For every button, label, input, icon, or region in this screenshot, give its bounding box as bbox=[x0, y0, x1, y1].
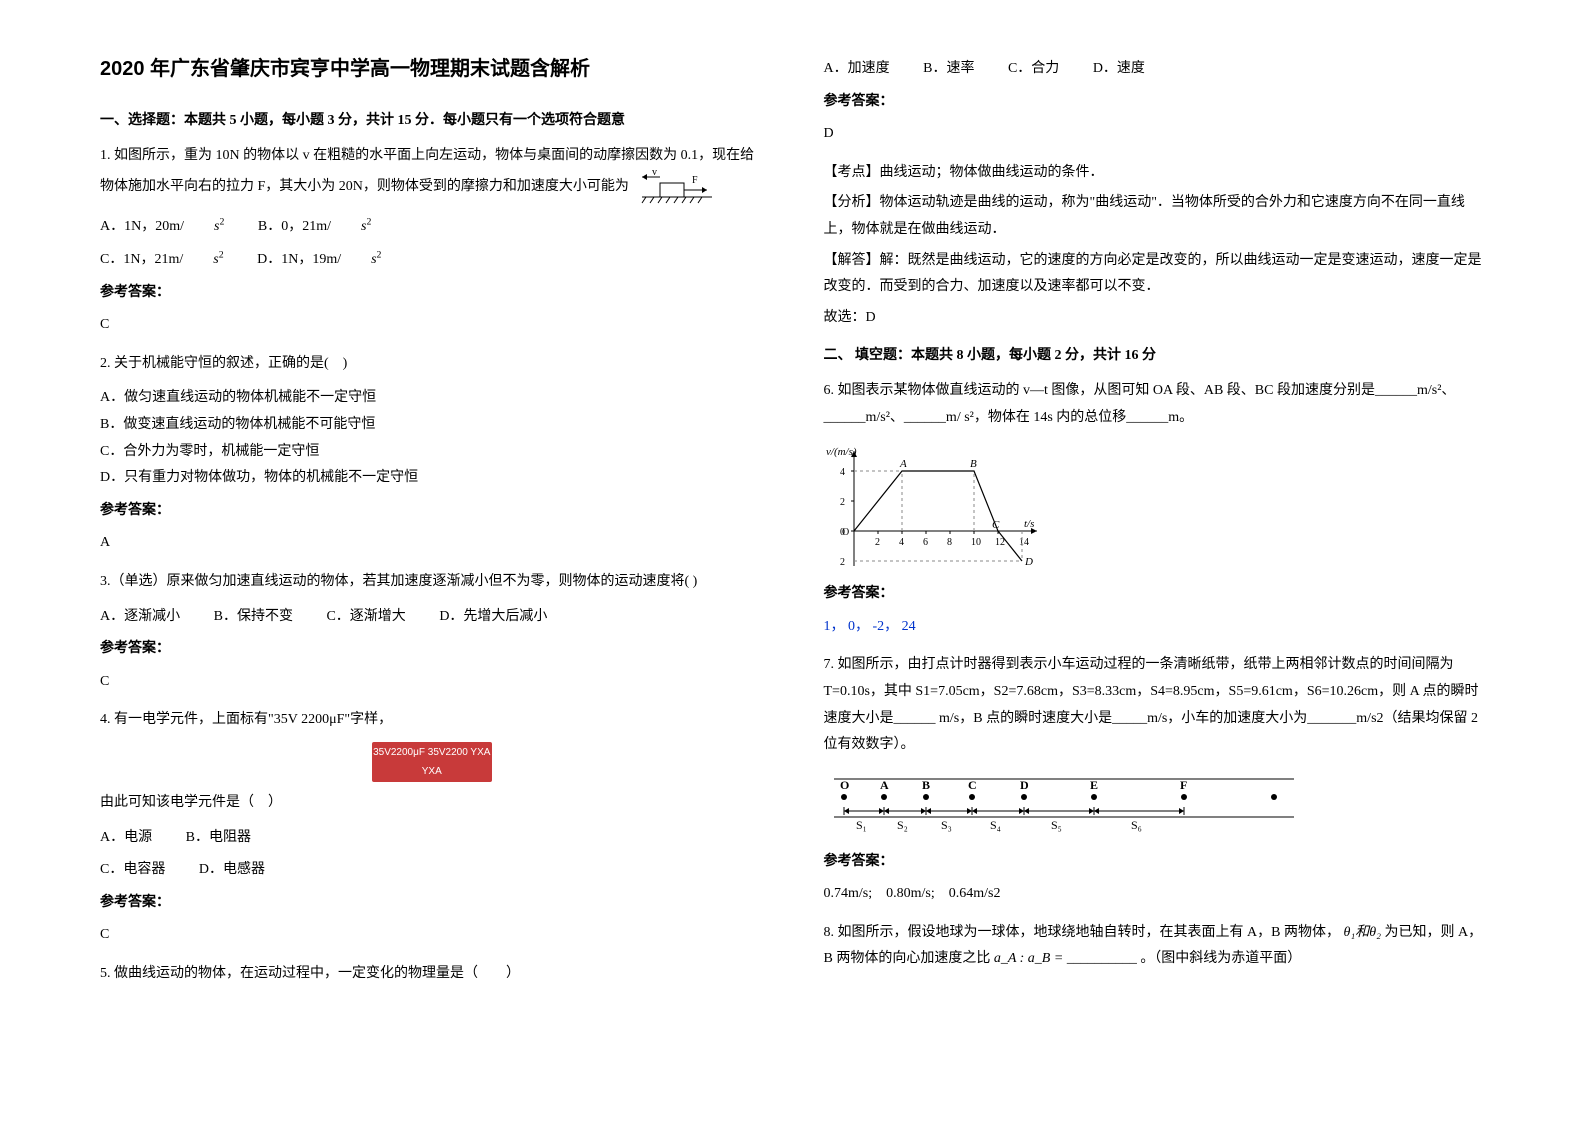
q4-ans: C bbox=[100, 922, 764, 949]
q3-options: A．逐渐减小 B．保持不变 C．逐渐增大 D．先增大后减小 bbox=[100, 604, 764, 631]
q5-optC: C．合力 bbox=[1008, 61, 1059, 76]
svg-text:2: 2 bbox=[875, 537, 880, 548]
q4-stem: 4. 有一电学元件，上面标有"35V 2200μF"字样， bbox=[100, 707, 764, 734]
q4-optD: D．电感器 bbox=[199, 862, 265, 877]
q1-ans-label: 参考答案： bbox=[100, 280, 764, 307]
q7-ans-label: 参考答案： bbox=[824, 849, 1488, 876]
q5-analysis: 【分析】物体运动轨迹是曲线的运动，称为"曲线运动"．当物体所受的合外力和它速度方… bbox=[824, 190, 1488, 243]
svg-text:A: A bbox=[899, 458, 907, 470]
q3-optD: D．先增大后减小 bbox=[439, 609, 547, 624]
svg-text:4: 4 bbox=[840, 467, 845, 478]
svg-text:D: D bbox=[1020, 778, 1029, 792]
svg-text:S₁: S₁ bbox=[856, 818, 867, 832]
section-1-head: 一、选择题：本题共 5 小题，每小题 3 分，共计 15 分．每小题只有一个选项… bbox=[100, 108, 764, 135]
q3-optC: C．逐渐增大 bbox=[326, 609, 405, 624]
q5-options: A．加速度 B．速率 C．合力 D．速度 bbox=[824, 56, 1488, 83]
svg-text:O: O bbox=[842, 527, 849, 538]
q5-point: 【考点】曲线运动；物体做曲线运动的条件． bbox=[824, 160, 1488, 187]
svg-text:S₄: S₄ bbox=[990, 818, 1001, 832]
svg-text:14: 14 bbox=[1019, 537, 1029, 548]
q6-ans: 1， 0， -2， 24 bbox=[824, 614, 1488, 641]
q1-optC: C．1N，21m/s2 bbox=[100, 252, 224, 267]
svg-text:S₅: S₅ bbox=[1051, 818, 1062, 832]
q5-ans-label: 参考答案： bbox=[824, 89, 1488, 116]
q8-stem1: 8. 如图所示，假设地球为一球体，地球绕地轴自转时，在其表面上有 A，B 两物体… bbox=[824, 925, 1340, 940]
q8-ratio: a_A : a_B = bbox=[994, 951, 1063, 966]
q5-ans: D bbox=[824, 121, 1488, 148]
exam-title: 2020 年广东省肇庆市宾亨中学高一物理期末试题含解析 bbox=[100, 50, 764, 88]
svg-text:t/s: t/s bbox=[1024, 518, 1034, 530]
q8-stem3: __________ 。（图中斜线为赤道平面） bbox=[1067, 951, 1302, 966]
q7-ans: 0.74m/s; 0.80m/s; 0.64m/s2 bbox=[824, 881, 1488, 908]
q1-optD: D．1N，19m/s2 bbox=[257, 252, 381, 267]
svg-text:F: F bbox=[692, 175, 698, 186]
svg-text:C: C bbox=[968, 778, 977, 792]
svg-text:C: C bbox=[992, 519, 1000, 531]
q2-optA: A．做匀速直线运动的物体机械能不一定守恒 bbox=[100, 385, 764, 412]
q5-answer-explain: 【解答】解：既然是曲线运动，它的速度的方向必定是改变的，所以曲线运动一定是变速运… bbox=[824, 248, 1488, 301]
svg-text:S₂: S₂ bbox=[897, 818, 908, 832]
q1-ans: C bbox=[100, 312, 764, 339]
svg-text:2: 2 bbox=[840, 557, 845, 568]
q3-stem: 3.（单选）原来做匀加速直线运动的物体，若其加速度逐渐减小但不为零，则物体的运动… bbox=[100, 569, 764, 596]
svg-text:10: 10 bbox=[971, 537, 981, 548]
q5-optD: D．速度 bbox=[1093, 61, 1145, 76]
right-column: A．加速度 B．速率 C．合力 D．速度 参考答案： D 【考点】曲线运动；物体… bbox=[824, 50, 1488, 996]
q7-tape-diagram: O A B C D E F S₁ S₂ S₃ S₄ S₅ S₆ bbox=[824, 769, 1304, 839]
q1-optB: B．0，21m/s2 bbox=[258, 219, 371, 234]
q3-ans: C bbox=[100, 669, 764, 696]
svg-text:D: D bbox=[1024, 556, 1033, 568]
q6-ans-label: 参考答案： bbox=[824, 581, 1488, 608]
question-1: 1. 如图所示，重为 10N 的物体以 v 在粗糙的水平面上向左运动，物体与桌面… bbox=[100, 143, 764, 206]
svg-text:v: v bbox=[652, 169, 657, 178]
svg-text:v/(m/s): v/(m/s) bbox=[826, 446, 857, 458]
q5-stem: 5. 做曲线运动的物体，在运动过程中，一定变化的物理量是（ ） bbox=[100, 961, 764, 988]
q1-options-row1: A．1N，20m/s2 B．0，21m/s2 bbox=[100, 213, 764, 240]
svg-text:S₆: S₆ bbox=[1131, 818, 1142, 832]
svg-text:S₃: S₃ bbox=[941, 818, 952, 832]
svg-text:O: O bbox=[840, 778, 849, 792]
question-8: 8. 如图所示，假设地球为一球体，地球绕地轴自转时，在其表面上有 A，B 两物体… bbox=[824, 920, 1488, 973]
q4-optC: C．电容器 bbox=[100, 862, 165, 877]
q2-ans: A bbox=[100, 530, 764, 557]
q4-optB: B．电阻器 bbox=[186, 830, 251, 845]
svg-text:8: 8 bbox=[947, 537, 952, 548]
svg-text:F: F bbox=[1180, 778, 1187, 792]
q8-theta: θ₁和θ₂ bbox=[1343, 925, 1381, 940]
svg-text:B: B bbox=[922, 778, 930, 792]
q4-stem2: 由此可知该电学元件是（ ） bbox=[100, 790, 764, 817]
q4-ans-label: 参考答案： bbox=[100, 890, 764, 917]
q1-figure: v F bbox=[632, 169, 722, 205]
section-2-head: 二、 填空题：本题共 8 小题，每小题 2 分，共计 16 分 bbox=[824, 343, 1488, 370]
svg-text:A: A bbox=[880, 778, 889, 792]
q7-stem: 7. 如图所示，由打点计时器得到表示小车运动过程的一条清晰纸带，纸带上两相邻计数… bbox=[824, 652, 1488, 758]
svg-text:2: 2 bbox=[840, 497, 845, 508]
q3-optB: B．保持不变 bbox=[214, 609, 293, 624]
q2-ans-label: 参考答案： bbox=[100, 498, 764, 525]
q1-options-row2: C．1N，21m/s2 D．1N，19m/s2 bbox=[100, 246, 764, 273]
svg-text:E: E bbox=[1090, 778, 1098, 792]
q6-stem: 6. 如图表示某物体做直线运动的 v—t 图像，从图可知 OA 段、AB 段、B… bbox=[824, 378, 1488, 431]
q4-options-row1: A．电源 B．电阻器 bbox=[100, 825, 764, 852]
q4-optA: A．电源 bbox=[100, 830, 152, 845]
q5-optA: A．加速度 bbox=[824, 61, 890, 76]
svg-text:B: B bbox=[970, 458, 977, 470]
q2-optB: B．做变速直线运动的物体机械能不可能守恒 bbox=[100, 412, 764, 439]
q4-options-row2: C．电容器 D．电感器 bbox=[100, 857, 764, 884]
svg-text:6: 6 bbox=[923, 537, 928, 548]
q2-optD: D．只有重力对物体做功，物体的机械能不一定守恒 bbox=[100, 465, 764, 492]
q3-ans-label: 参考答案： bbox=[100, 636, 764, 663]
q5-choice: 故选：D bbox=[824, 305, 1488, 332]
svg-text:4: 4 bbox=[899, 537, 904, 548]
q2-optC: C．合外力为零时，机械能一定守恒 bbox=[100, 439, 764, 466]
capacitor-image: 35V2200μF 35V2200 YXA YXA bbox=[372, 742, 492, 782]
q6-vt-graph: v/(m/s)t/s24681012140242OABCD bbox=[824, 441, 1044, 571]
q3-optA: A．逐渐减小 bbox=[100, 609, 180, 624]
q2-stem: 2. 关于机械能守恒的叙述，正确的是( ) bbox=[100, 351, 764, 378]
q1-optA: A．1N，20m/s2 bbox=[100, 219, 224, 234]
left-column: 2020 年广东省肇庆市宾亨中学高一物理期末试题含解析 一、选择题：本题共 5 … bbox=[100, 50, 764, 996]
q5-optB: B．速率 bbox=[923, 61, 974, 76]
